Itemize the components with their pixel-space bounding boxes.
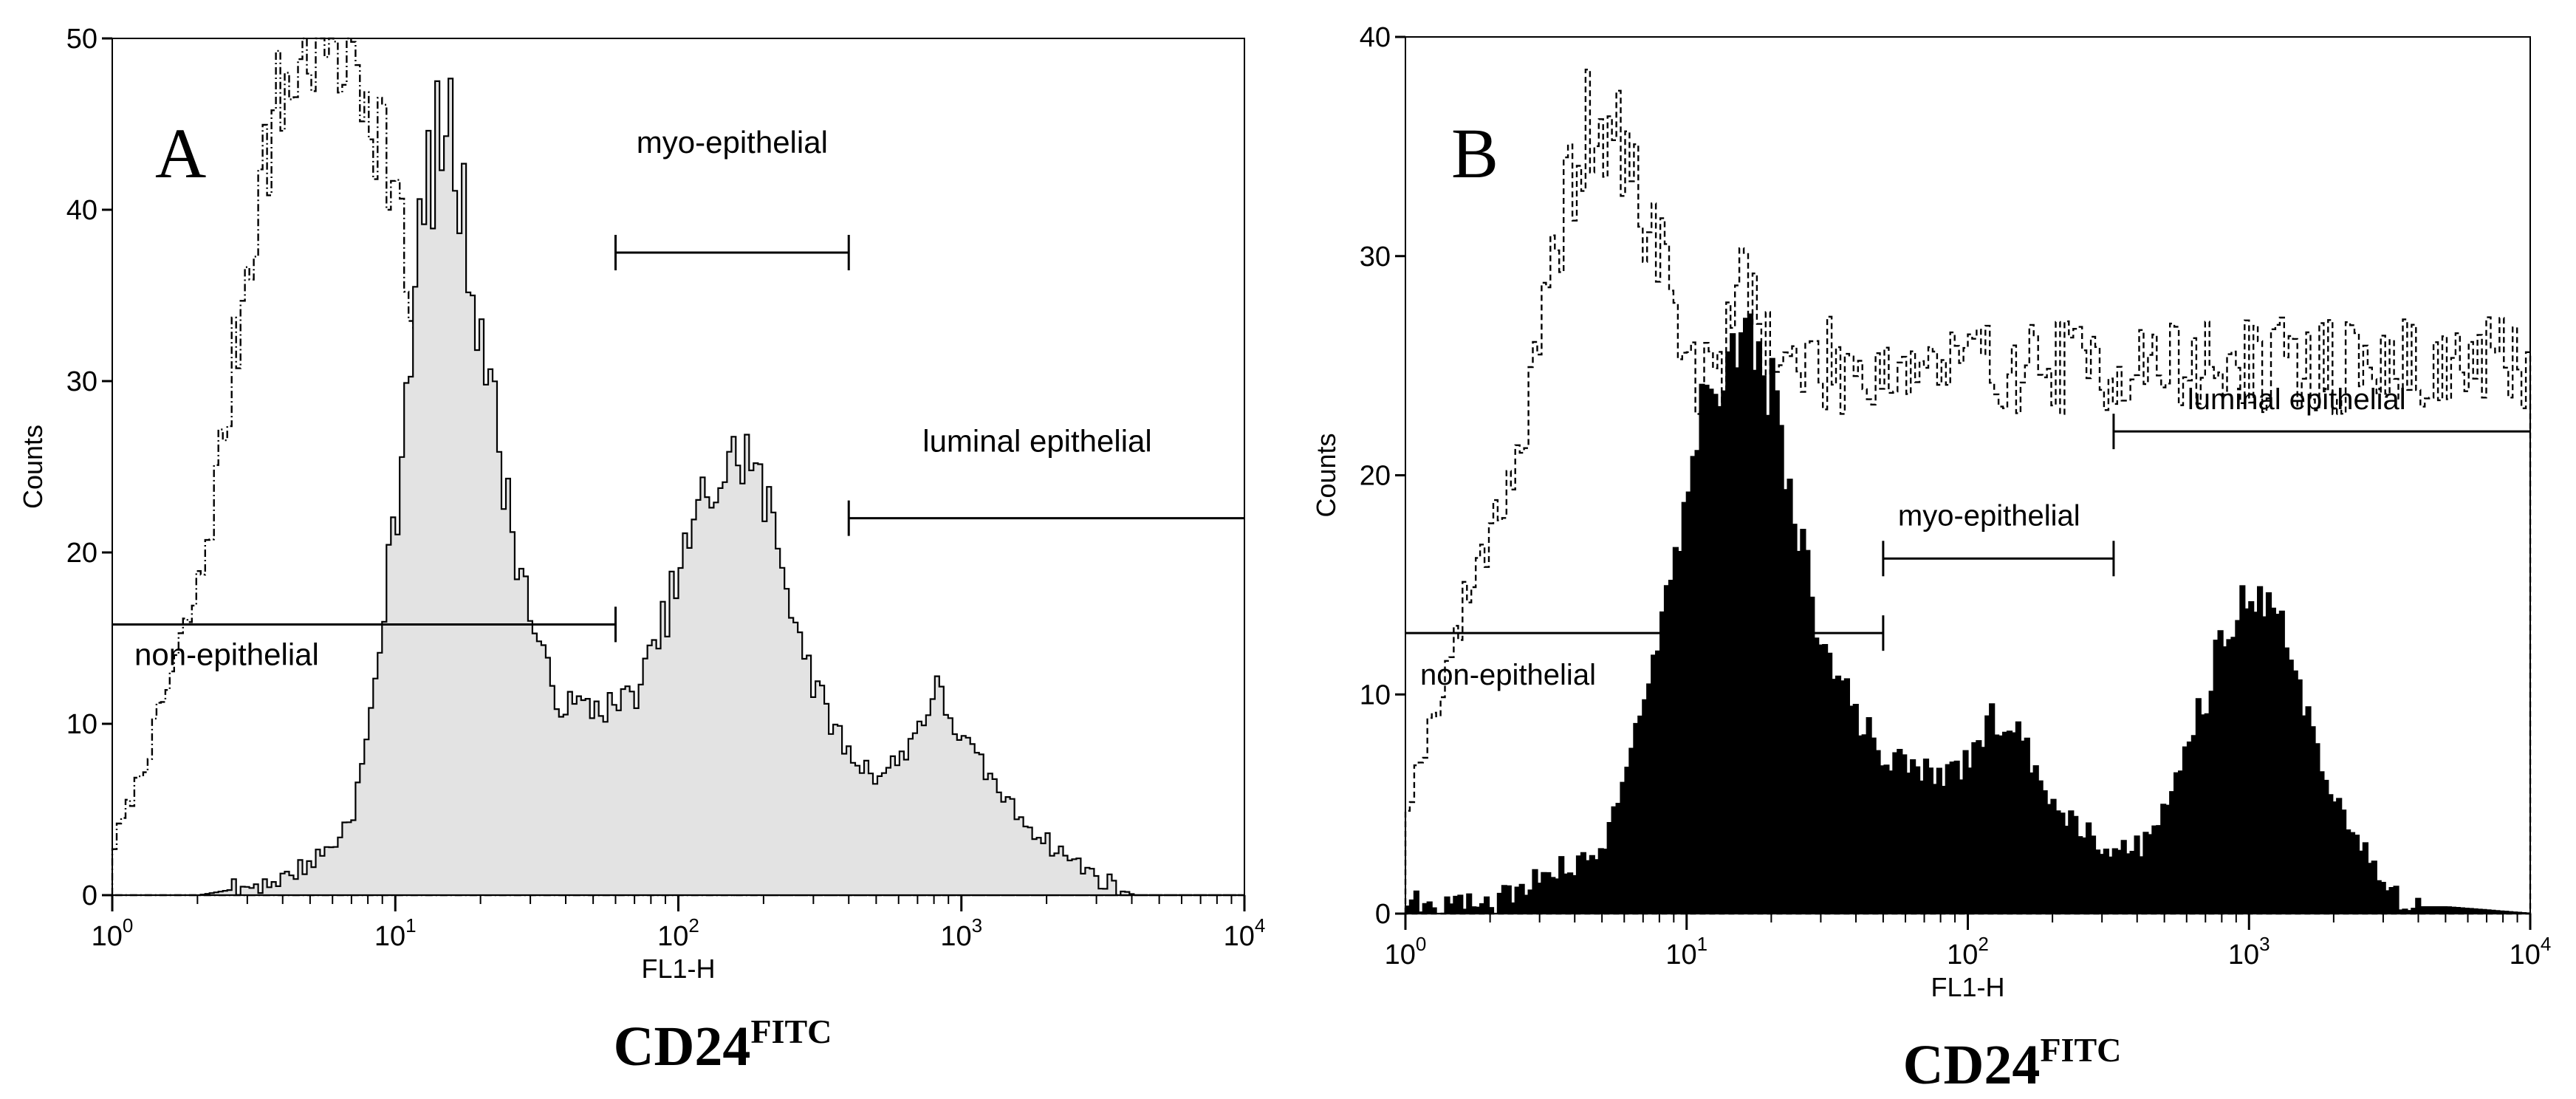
y-tick-label: 10: [1360, 679, 1391, 711]
y-tick-label: 20: [1360, 461, 1391, 492]
panel-a: non-epithelial myo-epithelial luminal epit…: [18, 24, 1265, 1078]
gate-label: non-epithelial: [1420, 659, 1596, 691]
gate-label: myo-epithelial: [637, 125, 828, 160]
y-tick-label: 40: [66, 195, 97, 226]
panel-label: A: [155, 114, 206, 193]
x-tick-label: 102: [1947, 933, 1989, 970]
cd24-histogram: [112, 78, 1244, 897]
y-tick-label: 0: [82, 880, 97, 911]
gate-label: myo-epithelial: [1898, 499, 2080, 532]
y-tick-label: 40: [1360, 22, 1391, 53]
x-tick-label: 102: [657, 914, 699, 952]
gate-label: luminal epithelial: [2188, 383, 2406, 416]
x-axis-label: FL1-H: [1931, 972, 2004, 1002]
panel-label: B: [1451, 114, 1498, 193]
x-tick-label: 100: [1385, 933, 1427, 970]
y-tick-label: 30: [1360, 242, 1391, 273]
x-tick-label: 100: [92, 914, 134, 952]
gate-label: luminal epithelial: [922, 424, 1152, 459]
cd24-histogram: [1404, 313, 2532, 915]
x-tick-label: 104: [1224, 914, 1266, 952]
x-tick-label: 101: [1665, 933, 1707, 970]
marker-title: CD24FITC: [614, 1013, 832, 1078]
x-tick-label: 103: [2228, 933, 2270, 970]
x-tick-label: 104: [2510, 933, 2552, 970]
y-tick-label: 0: [1375, 899, 1391, 930]
x-tick-label: 103: [940, 914, 982, 952]
x-axis-label: FL1-H: [641, 954, 715, 984]
y-tick-label: 30: [66, 366, 97, 397]
y-tick-label: 10: [66, 709, 97, 740]
marker-title: CD24FITC: [1903, 1031, 2122, 1096]
control-histogram: [1404, 69, 2532, 915]
x-tick-label: 101: [374, 914, 417, 952]
y-tick-label: 20: [66, 538, 97, 569]
y-axis-label: Counts: [1311, 433, 1341, 517]
gate-label: non-epithelial: [134, 637, 319, 671]
panel-b: non-epithelial myo-epithelial luminal epit…: [1311, 22, 2551, 1096]
y-tick-label: 50: [66, 24, 97, 55]
y-axis-label: Counts: [18, 425, 48, 509]
